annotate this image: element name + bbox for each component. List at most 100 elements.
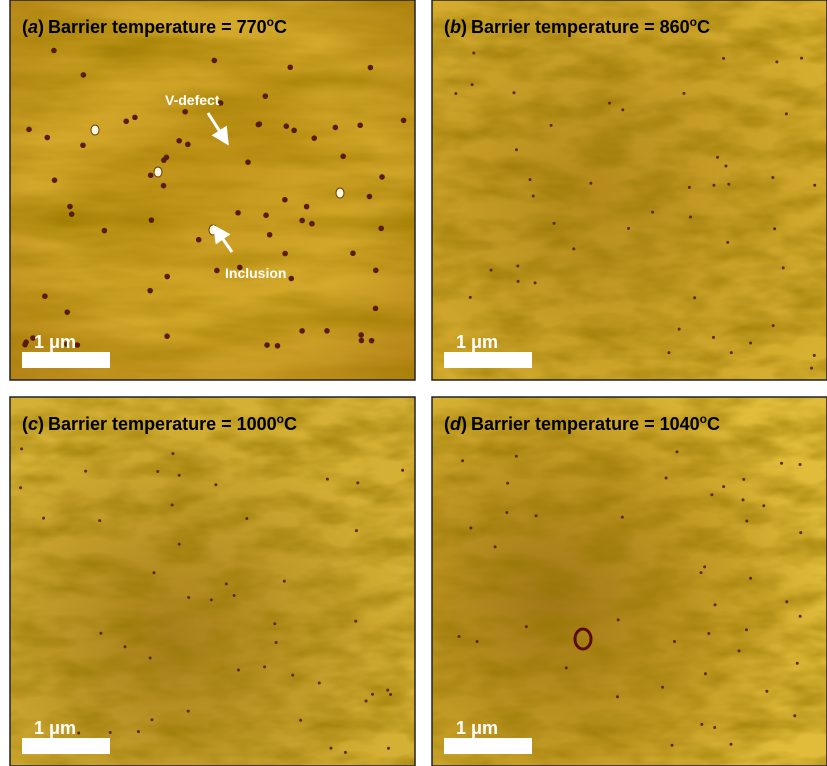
pit-dot (150, 718, 153, 721)
panel-title: (b)Barrier temperature = 860oC (444, 15, 710, 37)
label-letter: a (28, 17, 38, 37)
v-defect-dot (309, 221, 315, 227)
pit-dot (722, 57, 725, 60)
pit-dot (772, 324, 775, 327)
pit-dot (461, 459, 464, 462)
pit-dot (749, 341, 752, 344)
v-defect-dot (52, 177, 58, 183)
pit-dot (515, 148, 518, 151)
pit-dot (401, 469, 404, 472)
v-defect-dot (333, 125, 339, 131)
v-defect-dot (287, 64, 293, 70)
v-defect-dot (373, 306, 379, 312)
v-defect-dot (23, 339, 29, 345)
pit-dot (171, 452, 174, 455)
pit-dot (710, 493, 713, 496)
pit-dot (799, 463, 802, 466)
v-defect-dot (245, 159, 251, 165)
pit-dot (469, 526, 472, 529)
v-defect-dot (196, 237, 202, 243)
pit-dot (617, 618, 620, 621)
title-text: Barrier temperature = 1000 (48, 414, 277, 434)
pit-dot (745, 519, 748, 522)
pit-dot (344, 751, 347, 754)
scale-bar-label: 1 μm (34, 332, 76, 352)
v-defect-dot (275, 343, 281, 349)
pit-dot (665, 476, 668, 479)
v-defect-dot (369, 338, 375, 344)
v-defect-dot (340, 154, 346, 160)
afm-texture (10, 397, 415, 766)
panel: (b)Barrier temperature = 860oC 1 μm (432, 0, 827, 380)
title-text: Barrier temperature = 1040 (471, 414, 700, 434)
pit-dot (765, 690, 768, 693)
pit-dot (109, 731, 112, 734)
v-defect-dot (185, 142, 191, 148)
panel: (d)Barrier temperature = 1040oC1 μm (432, 397, 827, 766)
pit-dot (742, 498, 745, 501)
pit-dot (490, 269, 493, 272)
v-defect-dot (69, 211, 75, 217)
pit-dot (152, 571, 155, 574)
pit-dot (799, 615, 802, 618)
scale-bar (444, 738, 532, 754)
v-defect-dot (282, 197, 288, 203)
v-defect-dot (368, 65, 374, 71)
v-defect-dot (123, 118, 129, 124)
pit-dot (675, 450, 678, 453)
pit-dot (20, 447, 23, 450)
v-defect-dot (149, 217, 155, 223)
pit-dot (726, 241, 729, 244)
pit-dot (214, 483, 217, 486)
v-defect-dot (132, 115, 138, 121)
pit-dot (785, 112, 788, 115)
v-defect-dot (304, 204, 310, 210)
v-defect-dot (51, 48, 57, 54)
v-defect-dot (214, 268, 220, 274)
v-defect-dot (283, 123, 289, 129)
pit-dot (651, 211, 654, 214)
pit-dot (469, 296, 472, 299)
v-defect-dot (262, 93, 268, 99)
pit-dot (621, 108, 624, 111)
degree: o (267, 15, 274, 29)
v-defect-dot (102, 228, 108, 234)
figure: (a)Barrier temperature = 770oC1 μmV-defe… (0, 0, 827, 766)
scale-bar (22, 738, 110, 754)
pit-dot (671, 744, 674, 747)
pit-dot (799, 531, 802, 534)
v-defect-dot (164, 333, 170, 339)
degree: o (700, 412, 707, 426)
annotation: V-defect (165, 92, 220, 108)
pit-dot (745, 628, 748, 631)
scale-bar-label: 1 μm (34, 718, 76, 738)
pit-dot (472, 52, 475, 55)
pit-dot (716, 156, 719, 159)
pit-dot (742, 478, 745, 481)
v-defect-dot (182, 109, 188, 115)
degree: o (690, 15, 697, 29)
v-defect-dot (357, 122, 363, 128)
v-defect-dot (367, 194, 373, 200)
scale-bar-label: 1 μm (456, 718, 498, 738)
scale-bar-label: 1 μm (456, 332, 498, 352)
title-text: Barrier temperature = 770 (48, 17, 267, 37)
pit-dot (553, 222, 556, 225)
pit-dot (529, 178, 532, 181)
pit-dot (714, 603, 717, 606)
v-defect-dot (42, 293, 48, 299)
v-defect-dot (264, 342, 270, 348)
pit-dot (793, 714, 796, 717)
pit-dot (727, 183, 730, 186)
pit-dot (693, 296, 696, 299)
pit-dot (689, 215, 692, 218)
pit-dot (621, 516, 624, 519)
pit-dot (589, 182, 592, 185)
pit-dot (299, 719, 302, 722)
pit-dot (762, 504, 765, 507)
pit-dot (386, 689, 389, 692)
pit-dot (703, 565, 706, 568)
pit-dot (713, 726, 716, 729)
pit-dot (712, 184, 715, 187)
pit-dot (318, 682, 321, 685)
